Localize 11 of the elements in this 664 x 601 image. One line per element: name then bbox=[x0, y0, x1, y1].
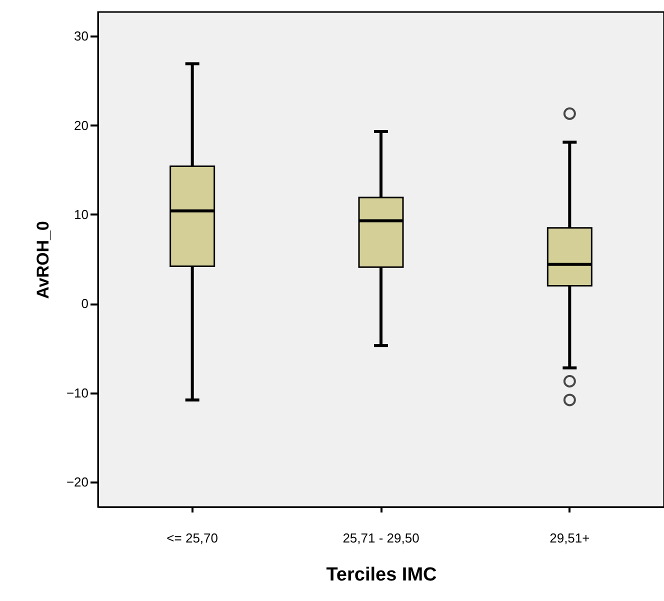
x-tick-label: 29,51+ bbox=[550, 530, 590, 546]
y-tick-label: 10 bbox=[74, 206, 88, 222]
y-tick-label: 0 bbox=[81, 296, 88, 312]
y-tick-label: −20 bbox=[66, 474, 88, 490]
y-axis-title: AvROH_0 bbox=[33, 221, 52, 299]
y-tick-label: 20 bbox=[74, 118, 88, 133]
y-tick-label: −10 bbox=[66, 385, 88, 400]
y-tick-label: 30 bbox=[74, 28, 88, 44]
x-tick-label: 25,71 - 29,50 bbox=[342, 530, 420, 546]
x-axis-title: Terciles IMC bbox=[326, 564, 438, 586]
x-tick-label: <= 25,70 bbox=[166, 530, 218, 546]
